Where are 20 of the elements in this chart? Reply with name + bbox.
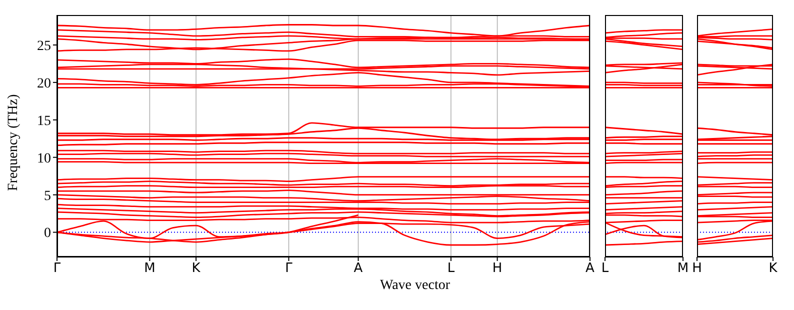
- x-tick-label: M: [144, 261, 156, 276]
- y-tick-label: 15: [37, 114, 51, 129]
- y-tick-label: 5: [44, 188, 51, 204]
- x-tick-label: Γ: [53, 261, 62, 276]
- x-tick-label: H: [692, 261, 702, 276]
- y-tick-label: 0: [44, 226, 51, 242]
- x-tick-label: K: [768, 261, 778, 276]
- x-axis-title: Wave vector: [379, 278, 451, 294]
- y-tick-label: 20: [37, 76, 51, 92]
- x-tick-label: L: [601, 261, 610, 276]
- x-tick-label: M: [677, 261, 689, 276]
- x-tick-label: Γ: [285, 261, 294, 276]
- y-tick-label: 10: [37, 151, 51, 166]
- x-tick-label: A: [354, 261, 363, 276]
- y-axis-title: Frequency (THz): [6, 94, 21, 191]
- x-tick-label: H: [492, 261, 502, 276]
- y-tick-label: 25: [37, 38, 51, 54]
- x-tick-label: K: [192, 261, 201, 276]
- x-tick-label: A: [586, 261, 595, 276]
- x-tick-label: L: [447, 261, 456, 276]
